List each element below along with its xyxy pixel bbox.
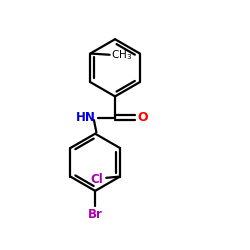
Text: HN: HN <box>76 110 96 124</box>
Text: O: O <box>137 111 147 124</box>
Text: CH$_3$: CH$_3$ <box>111 48 132 62</box>
Text: Br: Br <box>88 208 102 221</box>
Text: Cl: Cl <box>90 172 103 186</box>
